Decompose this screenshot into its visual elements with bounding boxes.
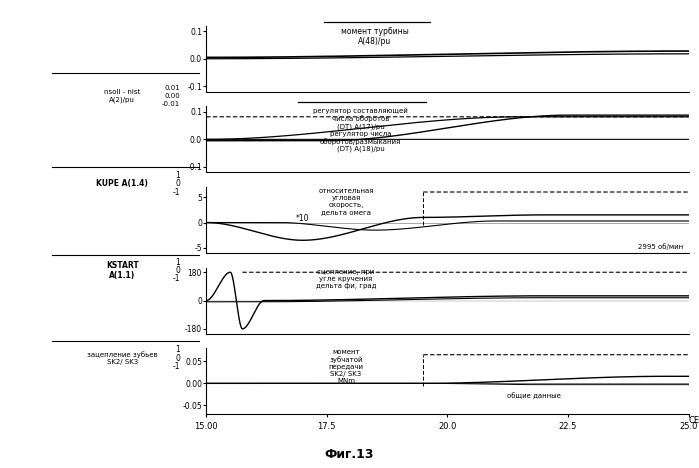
Text: -1: -1 [173,188,180,197]
Text: момент турбины
A(48)/pu: момент турбины A(48)/pu [341,27,409,46]
Text: 2995 об/мин: 2995 об/мин [637,243,683,250]
Text: Фиг.13: Фиг.13 [325,448,374,461]
Text: 1: 1 [175,344,180,354]
Text: 0.00: 0.00 [164,93,180,99]
Text: СЕК: СЕК [689,416,699,425]
Text: *10: *10 [296,214,309,223]
Text: -0.01: -0.01 [162,102,180,107]
Text: -1: -1 [173,274,180,284]
Text: 1: 1 [175,171,180,180]
Text: зацепление зубьев
SK2/ SK3: зацепление зубьев SK2/ SK3 [87,351,158,365]
Text: -1: -1 [173,362,180,371]
Text: момент
зубчатой
передачи
SK2/ SK3
MNm: момент зубчатой передачи SK2/ SK3 MNm [329,350,363,384]
Text: 0: 0 [175,266,180,275]
Text: KSTART
A(1.1): KSTART A(1.1) [106,261,138,280]
Text: общие данные: общие данные [507,392,561,399]
Text: nsoll - nist
A(2)/pu: nsoll - nist A(2)/pu [104,89,140,102]
Text: сцепление, при
угле кручения
дельта фи, град: сцепление, при угле кручения дельта фи, … [316,269,376,289]
Text: 0: 0 [175,353,180,363]
Text: относительная
угловая
скорость,
дельта омега: относительная угловая скорость, дельта о… [318,188,374,215]
Text: KUPE A(1.4): KUPE A(1.4) [96,179,148,189]
Text: регулятор составляющей
числа оборотов
(DT) A(17)/pu
регулятор числа
оборотов/раз: регулятор составляющей числа оборотов (D… [313,108,408,152]
Text: 1: 1 [175,257,180,267]
Text: 0.01: 0.01 [164,85,180,90]
Text: 0: 0 [175,179,180,189]
